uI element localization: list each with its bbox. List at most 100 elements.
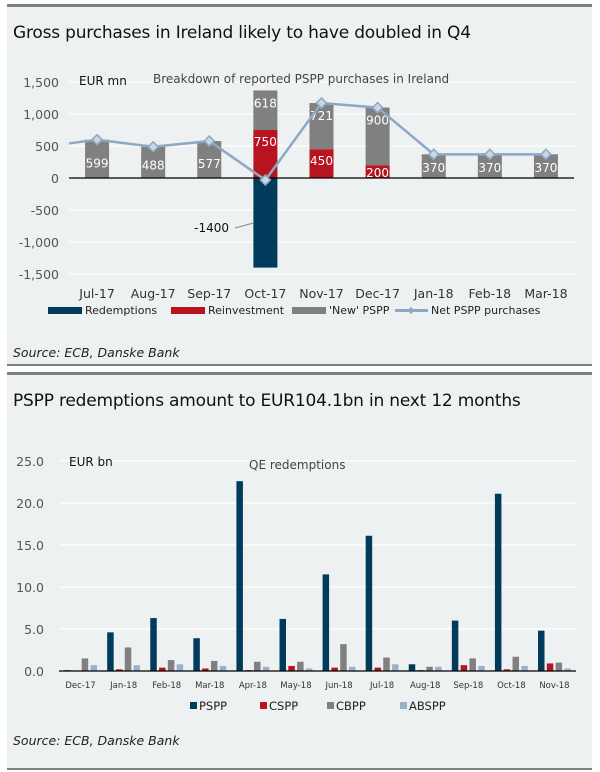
net-pspp-marker [315, 96, 328, 110]
bar-cbpp [210, 660, 218, 671]
bar-pspp [236, 481, 243, 671]
y-tick-label: -500 [31, 203, 59, 218]
bar-pspp [150, 618, 157, 671]
bar-pspp [494, 493, 502, 671]
chart-panel-irish-purchases: Gross purchases in Ireland likely to hav… [7, 4, 592, 366]
y-tick-label: 10.0 [16, 580, 44, 595]
y-tick-label: -1,000 [19, 235, 59, 250]
bar-abspp [262, 666, 270, 671]
legend-swatch-cbpp [327, 702, 334, 709]
y-tick-label: 25.0 [16, 454, 44, 469]
bar-new-pspp [365, 107, 390, 166]
bar-reinvestment [365, 165, 390, 178]
data-label: 900 [366, 114, 389, 128]
bar-new-pspp [309, 103, 334, 150]
legend-label: 'New' PSPP [329, 304, 390, 317]
bar-cbpp [297, 661, 304, 671]
legend-swatch-cspp [260, 702, 267, 709]
legend-label: Reinvestment [208, 304, 285, 317]
net-pspp-line [68, 101, 546, 182]
net-pspp-marker [147, 140, 160, 153]
data-label: 450 [310, 154, 333, 168]
gross-purchases-chart: 1,500 1,000 500 0 -500 -1,000 -1,500 599 488 577 6… [19, 72, 574, 317]
net-pspp-marker [539, 148, 553, 161]
y-tick-label: 0.0 [24, 664, 44, 679]
bar-cbpp [81, 658, 89, 671]
bar-abspp [564, 668, 571, 671]
bar-new-pspp [477, 154, 502, 178]
bar-cbpp [124, 647, 132, 671]
bar-cbpp [555, 662, 563, 671]
bar-pspp [279, 618, 287, 671]
data-label: 599 [86, 156, 109, 170]
bar-pspp [538, 630, 545, 671]
bar-abspp [219, 665, 227, 671]
source-note: Source: ECB, Danske Bank [13, 345, 180, 360]
bar-abspp [176, 664, 184, 671]
net-pspp-marker [90, 133, 104, 146]
y-tick-label: 1,000 [23, 107, 59, 122]
chart-panel-qe-redemptions: PSPP redemptions amount to EUR104.1bn in… [7, 372, 592, 770]
bar-cbpp [383, 657, 390, 671]
y-tick-label: 0 [51, 171, 59, 186]
bar-cspp [546, 663, 554, 671]
source-note: Source: ECB, Danske Bank [13, 733, 180, 748]
legend-swatch-abspp [400, 702, 407, 709]
legend-label: CBPP [336, 699, 366, 713]
bar-pspp [193, 638, 200, 671]
x-tick-label: Nov-17 [299, 286, 343, 301]
x-tick-label: Aug-18 [410, 681, 440, 691]
bar-cbpp [512, 656, 520, 671]
panel-title: PSPP redemptions amount to EUR104.1bn in… [13, 391, 521, 411]
x-tick-label: Dec-17 [65, 681, 95, 691]
data-label: 750 [254, 135, 277, 149]
data-label: 370 [422, 161, 445, 175]
bar-redemptions [253, 178, 278, 268]
y-tick-label: 1,500 [23, 75, 59, 90]
net-pspp-marker [203, 135, 216, 148]
bar-cspp [115, 669, 123, 671]
panel-title: Gross purchases in Ireland likely to hav… [13, 23, 471, 43]
x-tick-label: Feb-18 [469, 286, 512, 301]
bar-pspp [408, 664, 416, 671]
data-label: 200 [366, 166, 389, 180]
y-tick-label: 20.0 [16, 496, 44, 511]
x-tick-label: Sep-17 [187, 286, 231, 301]
net-pspp-marker [259, 173, 272, 187]
legend-swatch-new-pspp [292, 307, 326, 314]
x-tick-label: Jan-18 [109, 681, 137, 691]
x-tick-label: Apr-18 [239, 681, 267, 691]
x-tick-label: Jun-18 [324, 681, 352, 691]
x-tick-label: Jul-17 [78, 286, 115, 301]
bar-cspp [460, 665, 468, 671]
data-label: 370 [534, 161, 557, 175]
y-axis-unit: EUR mn [79, 74, 127, 88]
bar-pspp [107, 632, 114, 671]
legend-marker [407, 307, 415, 314]
legend-label: ABSPP [409, 699, 446, 713]
x-tick-label: May-18 [280, 681, 311, 691]
y-tick-label: 15.0 [16, 538, 44, 553]
x-tick-label: Aug-17 [131, 286, 176, 301]
x-tick-label: Sep-18 [453, 681, 483, 691]
net-pspp-marker [483, 148, 496, 161]
bar-abspp [392, 664, 399, 671]
qe-redemptions-chart: 25.0 20.0 15.0 10.0 5.0 0.0 Dec-17 Jan-18 Feb-18… [16, 454, 576, 713]
bar-cspp [159, 667, 166, 671]
bar-cbpp [167, 660, 175, 671]
x-tick-label: Jul-18 [369, 681, 394, 691]
bar-cspp [202, 668, 209, 671]
bar-pspp [322, 574, 330, 671]
x-tick-label: Feb-18 [152, 681, 181, 691]
x-tick-label: Nov-18 [539, 681, 569, 691]
x-tick-label: Mar-18 [524, 286, 567, 301]
bar-abspp [435, 666, 442, 671]
bar-cspp [374, 667, 381, 671]
bar-abspp [348, 666, 356, 671]
bar-cbpp [426, 666, 433, 671]
x-tick-label: Dec-17 [355, 286, 400, 301]
bar-abspp [133, 665, 141, 671]
bar-reinvestment [309, 149, 334, 178]
data-label: 577 [198, 157, 221, 171]
x-tick-label: Oct-17 [244, 286, 286, 301]
